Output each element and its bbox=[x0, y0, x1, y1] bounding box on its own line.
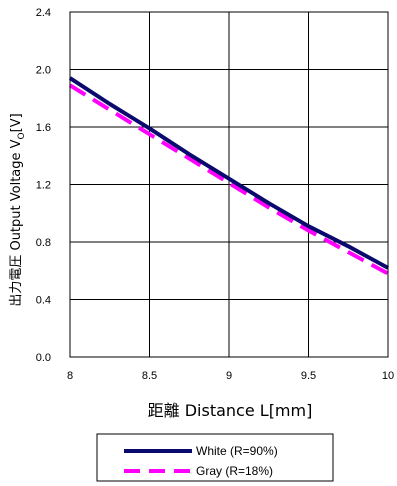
series-line-gray bbox=[68, 83, 389, 276]
y-tick-label: 0.0 bbox=[36, 352, 51, 364]
series-lines bbox=[68, 76, 389, 276]
plot-frame bbox=[69, 11, 389, 358]
x-tick-label: 8.5 bbox=[142, 370, 157, 382]
y-tick-label: 0.4 bbox=[36, 295, 51, 307]
y-axis-title-subscript: O bbox=[17, 132, 27, 139]
y-axis-title-main: 出力電圧 Output Voltage V bbox=[9, 139, 24, 306]
series-line-white bbox=[68, 76, 389, 270]
x-tick-label: 8 bbox=[67, 370, 73, 382]
x-axis-title: 距離 Distance L[mm] bbox=[148, 401, 313, 420]
legend-label-gray: Gray (R=18%) bbox=[196, 464, 273, 478]
y-tick-label: 0.8 bbox=[36, 237, 51, 249]
legend: White (R=90%) Gray (R=18%) bbox=[96, 433, 334, 482]
x-tick-labels: 8 8.5 9 9.5 10 bbox=[67, 370, 394, 382]
y-tick-label: 1.2 bbox=[36, 180, 51, 192]
legend-box bbox=[96, 433, 334, 482]
y-tick-label: 1.6 bbox=[36, 122, 51, 134]
y-tick-label: 2.4 bbox=[36, 7, 51, 19]
legend-label-white: White (R=90%) bbox=[196, 444, 278, 458]
x-tick-label: 9.5 bbox=[301, 370, 316, 382]
grid-lines bbox=[69, 11, 389, 358]
x-tick-label: 10 bbox=[382, 370, 394, 382]
y-axis-title: 出力電圧 Output Voltage VO[V] bbox=[9, 113, 27, 306]
y-tick-label: 2.0 bbox=[36, 65, 51, 77]
y-axis-title-unit: [V] bbox=[9, 113, 24, 132]
y-tick-labels: 0.0 0.4 0.8 1.2 1.6 2.0 2.4 bbox=[36, 7, 51, 364]
x-tick-label: 9 bbox=[226, 370, 232, 382]
